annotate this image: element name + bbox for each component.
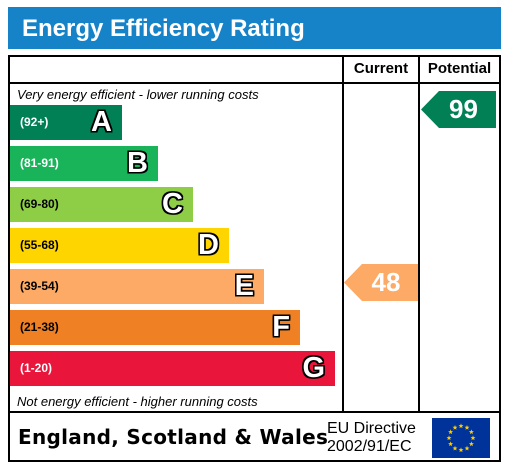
eu-star-icon — [452, 445, 458, 451]
eu-flag-icon — [432, 418, 490, 458]
band-c: (69-80) C — [10, 187, 193, 222]
band-g-letter: G — [302, 352, 325, 384]
eu-star-icon — [446, 435, 452, 441]
eu-star-icon — [452, 425, 458, 430]
eu-directive-label: EU Directive — [327, 420, 416, 437]
eu-star-icon — [470, 435, 476, 441]
current-value-box: 48 — [344, 264, 418, 301]
potential-column-divider — [418, 55, 420, 413]
chart-title: Energy Efficiency Rating — [22, 15, 305, 42]
header-banner: Energy Efficiency Rating — [8, 7, 501, 49]
eu-star-icon — [448, 429, 454, 435]
bottom-note: Not energy efficient - higher running co… — [17, 394, 258, 409]
potential-column-header: Potential — [427, 60, 492, 77]
band-g-range: (1-20) — [20, 361, 53, 375]
current-column-header: Current — [353, 60, 409, 77]
footer-divider — [8, 411, 501, 413]
band-c-range: (69-80) — [20, 197, 59, 211]
potential-arrow-shape — [421, 91, 496, 128]
band-b: (81-91) B — [10, 146, 158, 181]
band-d-letter: D — [198, 229, 219, 261]
band-e: (39-54) E — [10, 269, 264, 304]
band-a-range: (92+) — [20, 115, 49, 129]
current-value: 48 — [371, 267, 401, 297]
band-c-letter: C — [162, 188, 183, 220]
rating-table-frame — [8, 55, 501, 462]
eu-star-icon — [458, 423, 464, 429]
band-d-range: (55-68) — [20, 238, 59, 252]
band-f-range: (21-38) — [20, 320, 59, 334]
band-f-letter: F — [272, 311, 290, 343]
band-e-range: (39-54) — [20, 279, 59, 293]
band-e-letter: E — [234, 270, 254, 302]
band-b-range: (81-91) — [20, 156, 59, 170]
potential-value: 99 — [449, 94, 478, 124]
band-a: (92+) A — [10, 105, 122, 140]
potential-rating-arrow — [421, 91, 496, 128]
eu-stars — [446, 423, 476, 453]
country-label: England, Scotland & Wales — [18, 425, 329, 449]
eu-star-icon — [458, 447, 464, 453]
top-note: Very energy efficient - lower running co… — [17, 87, 259, 102]
eu-star-icon — [468, 441, 474, 447]
current-arrow-shape — [344, 264, 418, 301]
current-column-divider — [342, 55, 344, 413]
band-f: (21-38) F — [10, 310, 300, 345]
potential-value-box: 99 — [421, 91, 496, 128]
eu-star-icon — [464, 425, 470, 430]
eu-directive-number: 2002/91/EC — [327, 438, 412, 455]
eu-star-icon — [464, 445, 470, 451]
eu-star-icon — [468, 429, 474, 435]
header-row-divider — [8, 82, 501, 84]
band-d: (55-68) D — [10, 228, 229, 263]
current-rating-arrow — [344, 264, 418, 301]
band-b-letter: B — [127, 147, 148, 179]
eu-star-icon — [448, 441, 454, 447]
band-g: (1-20) G — [10, 351, 335, 386]
band-a-letter: A — [91, 106, 112, 138]
